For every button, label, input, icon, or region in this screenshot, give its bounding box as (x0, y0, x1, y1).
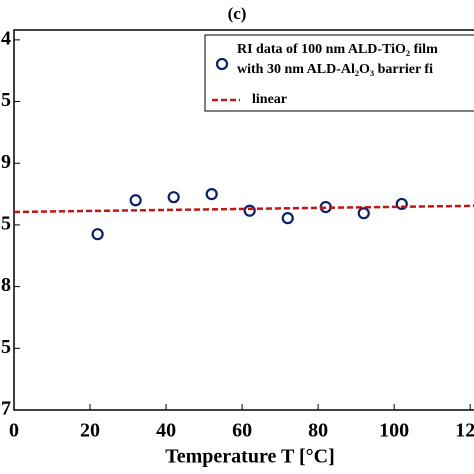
y-tick-label: 9 (1, 151, 11, 173)
x-tick-label: 60 (232, 420, 252, 442)
legend-box (204, 34, 474, 112)
y-tick-label: 5 (1, 89, 11, 111)
x-axis-label: Temperature T [°C] (165, 446, 334, 468)
data-point (91, 228, 104, 241)
legend-label: RI data of 100 nm ALD-TiO₂ film with 30 n… (237, 42, 438, 77)
x-tick-label: 20 (80, 420, 100, 442)
x-tick-label: 40 (156, 420, 176, 442)
data-point (167, 191, 180, 204)
x-tick-label: 0 (9, 420, 19, 442)
x-tick-label: 100 (379, 420, 409, 442)
y-tick-label: 5 (1, 336, 11, 358)
data-point (129, 194, 142, 207)
data-point (395, 197, 408, 211)
data-point (357, 207, 370, 220)
y-tick-label: 7 (1, 398, 11, 420)
data-point (243, 204, 256, 217)
y-tick-label: 4 (1, 27, 11, 49)
x-tick-label: 80 (308, 420, 328, 442)
chart-title: (c) (228, 4, 247, 23)
x-tick-label: 120 (455, 420, 474, 442)
data-point (281, 212, 294, 225)
legend-label: linear (252, 92, 287, 107)
data-point (205, 187, 218, 201)
y-tick-label: 8 (1, 274, 11, 296)
legend-marker (215, 57, 229, 71)
y-tick-label: 5 (1, 213, 11, 235)
plot-frame (13, 29, 474, 411)
fit-line (13, 204, 474, 214)
